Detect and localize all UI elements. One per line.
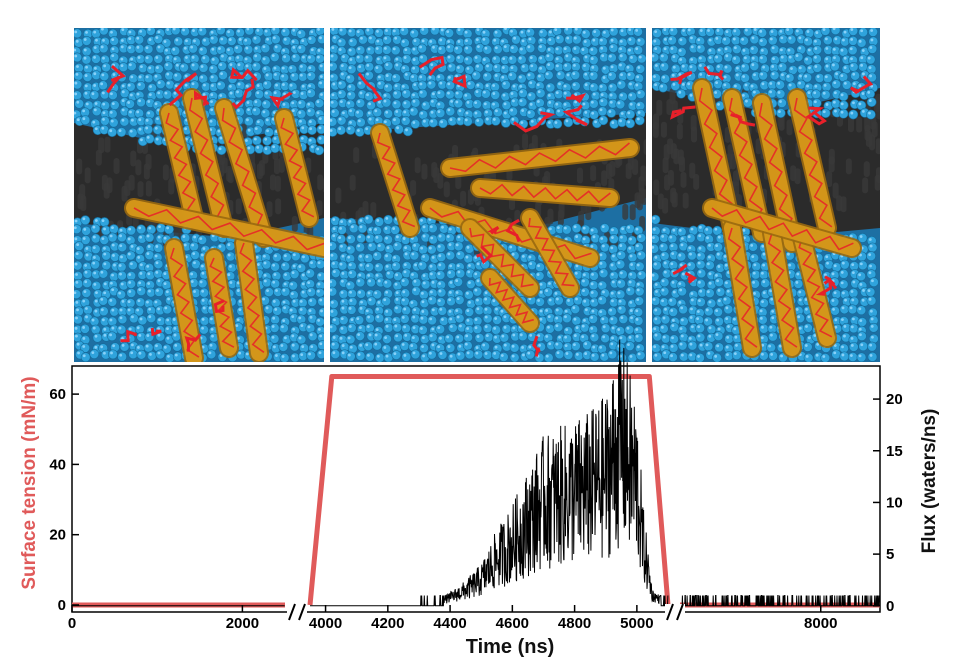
y-right-tick-label: 10 [886,494,903,511]
x-tick-label: 4200 [371,615,404,632]
snapshot-panel-1 [74,28,324,362]
flux-line-seg-3 [680,595,880,607]
axis-break-mark [298,603,306,621]
snapshot-image-2 [330,28,646,362]
protein-helices [357,55,640,357]
flux-line-seg-2 [310,339,669,607]
y-axis-right-label: Flux (waters/ns) [919,408,940,554]
y-right-tick-label: 0 [886,598,894,615]
axis-break-gap-2 [665,604,685,622]
x-tick-label: 2000 [226,615,259,632]
axis-break-mark [666,603,674,621]
snapshot-image-1 [74,28,324,362]
protein-helices [670,65,874,358]
x-tick-label: 4600 [496,615,529,632]
snapshot-image-3 [652,28,880,362]
y-axis-left-label: Surface tension (mN/m) [19,376,40,590]
y-left-tick-label: 20 [49,527,66,544]
axis-break-gap-1 [287,604,307,622]
plot-frame [71,365,881,613]
protein-helices [106,65,324,362]
snapshot-panel-3 [652,28,880,362]
y-left-tick-label: 60 [49,386,66,403]
axis-break-mark [676,603,684,621]
x-tick-label: 0 [68,615,76,632]
x-tick-label: 8000 [804,615,837,632]
tension-line-seg-2 [307,374,671,606]
y-right-tick-label: 15 [886,443,903,460]
x-axis-label: Time (ns) [465,636,555,658]
y-left-tick-label: 40 [49,456,66,473]
y-right-tick-label: 20 [886,391,903,408]
x-tick-label: 4000 [309,615,342,632]
axis-break-mark [288,603,296,621]
snapshot-panel-2 [330,28,646,362]
y-left-tick-label: 0 [58,597,66,614]
x-tick-label: 4800 [558,615,591,632]
y-right-tick-label: 5 [886,546,894,563]
x-tick-label: 5000 [620,615,653,632]
x-tick-label: 4400 [433,615,466,632]
